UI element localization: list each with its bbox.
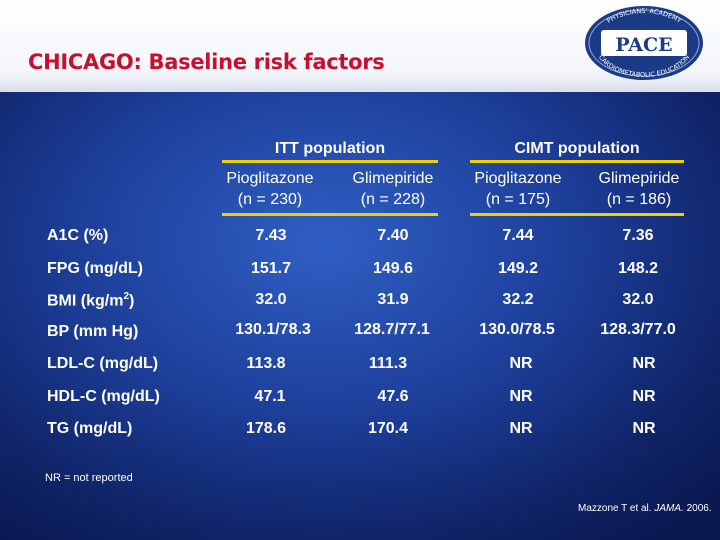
table-cell: 170.4 [367,420,409,437]
table-cell: 128.3/77.0 [600,321,676,338]
table-cell: 178.6 [245,420,287,437]
pace-logo: PACE PHYSICIANS' ACADEMY CARDIOMETABOLIC… [585,6,703,80]
row-label-tg: TG (mg/dL) [47,420,133,437]
col-rule-itt [222,213,438,216]
table-cell: 47.1 [254,388,286,405]
row-label-bmi-sup: 2 [123,291,130,302]
row-label-bmi-close: ) [129,292,135,310]
col-rule-cimt [470,213,684,216]
citation-year: 2006. [686,503,712,514]
table-cell: NR [509,388,533,405]
col-header-2-name: Glimepiride [352,170,434,187]
table-cell: 32.0 [255,291,287,308]
table-cell: 130.0/78.5 [479,321,555,338]
table-cell: 111.3 [368,355,408,372]
table-cell: 149.2 [497,260,539,277]
row-label-bp: BP (mm Hg) [47,323,139,340]
table-cell: 7.40 [377,227,409,244]
table-cell: 130.1/78.3 [235,321,311,338]
col-header-1-name: Pioglitazone [226,170,314,187]
citation-journal: JAMA. [654,503,684,514]
citation-authors: Mazzone T et al. [578,503,652,514]
table-cell: 7.36 [622,227,654,244]
table-cell: 7.44 [502,227,534,244]
group-rule-itt [222,160,438,163]
col-header-4-name: Glimepiride [598,170,680,187]
group-rule-cimt [470,160,684,163]
table-cell: 32.2 [502,291,534,308]
table-cell: 47.6 [377,388,409,405]
col-header-3: Pioglitazone (n = 175) [456,168,580,210]
svg-text:PACE: PACE [615,34,672,56]
row-label-a1c: A1C (%) [47,227,109,244]
group-header-cimt: CIMT population [514,140,640,157]
col-header-2-n: (n = 228) [360,191,426,208]
table-cell: 32.0 [622,291,654,308]
col-header-3-n: (n = 175) [485,191,551,208]
table-cell: NR [509,420,533,437]
table-cell: 31.9 [377,291,409,308]
table-cell: 113.8 [246,355,286,372]
row-label-bmi-text: BMI (kg/m [47,292,124,310]
table-cell: 7.43 [255,227,287,244]
title-bar: CHICAGO: Baseline risk factors PACE PHYS… [0,0,720,92]
table-cell: NR [632,388,656,405]
table-cell: 128.7/77.1 [354,321,430,338]
group-header-itt: ITT population [274,140,386,157]
table-cell: 151.7 [250,260,292,277]
table-cell: 149.6 [372,260,414,277]
row-label-hdl: HDL-C (mg/dL) [47,388,160,405]
col-header-1: Pioglitazone (n = 230) [208,168,332,210]
col-header-4: Glimepiride (n = 186) [580,168,698,210]
footnote: NR = not reported [45,472,133,484]
col-header-3-name: Pioglitazone [474,170,562,187]
col-header-2: Glimepiride (n = 228) [334,168,452,210]
table-cell: NR [632,355,656,372]
row-label-fpg: FPG (mg/dL) [47,260,143,277]
row-label-ldl: LDL-C (mg/dL) [47,355,159,372]
col-header-4-n: (n = 186) [606,191,672,208]
table-cell: 148.2 [617,260,659,277]
table-cell: NR [632,420,656,437]
table-cell: NR [509,355,533,372]
slide-title: CHICAGO: Baseline risk factors [28,50,385,74]
row-label-bmi: BMI (kg/m2) [47,291,134,310]
citation: Mazzone T et al. JAMA. 2006. [578,503,712,514]
col-header-1-n: (n = 230) [237,191,303,208]
